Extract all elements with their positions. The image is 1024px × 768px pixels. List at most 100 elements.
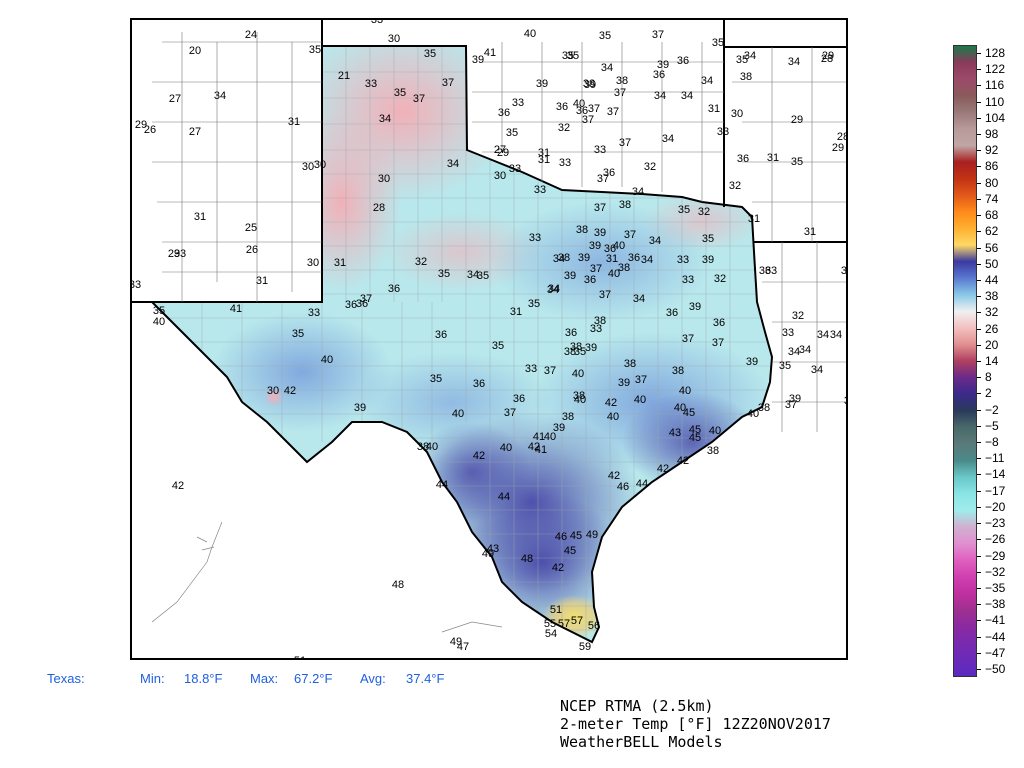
station-value: 34	[447, 158, 459, 170]
station-value: 31	[256, 275, 268, 287]
color-scale-tick	[977, 620, 981, 622]
station-value: 34	[379, 113, 391, 125]
station-value: 41	[230, 303, 242, 315]
station-value: 42	[605, 397, 617, 409]
station-value: 33	[559, 157, 571, 169]
station-value: 38	[844, 395, 848, 407]
station-value: 36	[713, 317, 725, 329]
color-scale-tick	[977, 442, 981, 444]
station-value: 37	[607, 106, 619, 118]
station-value: 33	[132, 279, 141, 291]
color-scale-tick-label: −17	[985, 483, 1006, 498]
max-label: Max:	[250, 671, 279, 686]
station-value: 33	[512, 97, 524, 109]
color-scale-tick	[977, 53, 981, 54]
color-scale-tick-label: 68	[985, 208, 999, 223]
station-value: 45	[689, 424, 701, 436]
station-value: 37	[588, 103, 600, 115]
station-value: 34	[681, 90, 693, 102]
color-scale-tick	[977, 474, 981, 476]
station-value: 34	[547, 284, 559, 296]
caption-source: WeatherBELL Models	[560, 733, 723, 751]
station-value: 37	[785, 399, 797, 411]
station-value: 33	[308, 307, 320, 319]
station-value: 35	[702, 233, 714, 245]
station-value: 40	[544, 431, 556, 443]
station-value: 36	[565, 327, 577, 339]
station-value: 39	[789, 393, 801, 405]
station-value: 34	[654, 90, 666, 102]
station-value: 35	[153, 305, 165, 317]
color-scale-tick	[977, 409, 981, 411]
station-value: 33	[594, 144, 606, 156]
color-scale-tick-label: 98	[985, 127, 999, 142]
station-value: 45	[683, 407, 695, 419]
station-value: 28	[373, 202, 385, 214]
station-value: 39	[472, 54, 484, 66]
station-value: 26	[246, 244, 258, 256]
station-value: 30	[307, 257, 319, 269]
station-value: 37	[619, 137, 631, 149]
station-value: 31	[804, 226, 816, 238]
station-value: 33	[365, 78, 377, 90]
station-value: 38	[583, 78, 595, 90]
station-value: 42	[284, 385, 296, 397]
station-value: 37	[635, 374, 647, 386]
station-value: 32	[644, 161, 656, 173]
color-scale-tick	[977, 555, 981, 557]
color-scale-tick-label: −2	[985, 402, 999, 417]
station-value: 56	[588, 620, 600, 632]
station-value: 42	[657, 463, 669, 475]
station-value: 34	[811, 364, 823, 376]
station-value: 40	[634, 394, 646, 406]
station-value: 30	[494, 170, 506, 182]
color-scale-tick-label: −50	[985, 662, 1006, 676]
mexico-lines	[196, 536, 503, 633]
station-value: 37	[624, 229, 636, 241]
station-value: 21	[338, 70, 350, 82]
station-value: 46	[617, 481, 629, 493]
station-value: 33	[174, 248, 186, 260]
color-scale-tick	[977, 198, 981, 200]
station-value: 40	[613, 240, 625, 252]
station-value: 34	[601, 62, 613, 74]
station-value: 36	[498, 107, 510, 119]
color-scale-tick	[977, 134, 981, 136]
station-value: 39	[618, 377, 630, 389]
station-value: 42	[608, 470, 620, 482]
station-value: 36	[759, 265, 771, 277]
station-value: 33	[529, 232, 541, 244]
station-value: 38	[672, 365, 684, 377]
color-scale-tick	[977, 85, 981, 87]
color-scale-tick-label: −20	[985, 499, 1006, 514]
station-value: 33	[682, 274, 694, 286]
station-value: 35	[736, 54, 748, 66]
station-value: 54	[545, 628, 557, 640]
station-value: 31	[538, 154, 550, 166]
station-value: 42	[552, 562, 564, 574]
station-value: 35	[438, 268, 450, 280]
color-scale-tick	[977, 506, 981, 508]
color-scale-tick	[977, 182, 981, 184]
color-scale-tick	[977, 215, 981, 217]
station-value: 35	[791, 156, 803, 168]
station-value: 36	[345, 299, 357, 311]
color-scale-tick-label: 38	[985, 289, 999, 304]
station-value: 36	[435, 329, 447, 341]
station-value: 34	[662, 133, 674, 145]
region-label: Texas:	[47, 671, 85, 686]
station-value: 37	[599, 289, 611, 301]
station-value: 35	[574, 346, 586, 358]
color-scale-tick-label: −5	[985, 418, 999, 433]
station-value: 33	[765, 265, 777, 277]
station-value: 25	[245, 222, 257, 234]
color-scale-tick	[977, 523, 981, 525]
station-value: 40	[674, 402, 686, 414]
station-value: 36	[604, 243, 616, 255]
max-value: 67.2°F	[294, 671, 333, 686]
station-value: 39	[594, 227, 606, 239]
station-value: 31	[606, 253, 618, 265]
station-value: 31	[767, 152, 779, 164]
station-value: 40	[153, 316, 165, 328]
color-scale-tick-label: 20	[985, 337, 999, 352]
